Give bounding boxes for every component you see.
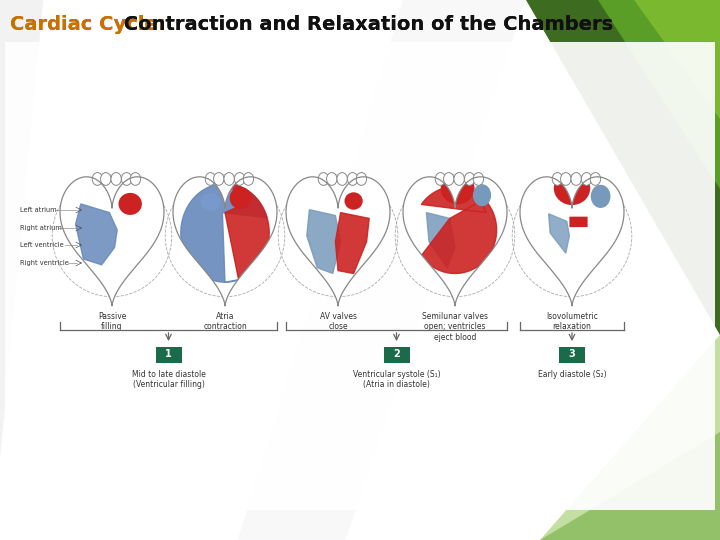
Ellipse shape bbox=[344, 192, 363, 210]
Polygon shape bbox=[181, 184, 267, 282]
Ellipse shape bbox=[337, 173, 347, 185]
Ellipse shape bbox=[235, 173, 245, 185]
Text: 2: 2 bbox=[393, 349, 400, 359]
Text: Semilunar valves
open; ventricles
eject blood: Semilunar valves open; ventricles eject … bbox=[422, 312, 488, 342]
Text: 3: 3 bbox=[569, 349, 575, 359]
Polygon shape bbox=[60, 177, 164, 306]
Ellipse shape bbox=[473, 184, 491, 206]
Ellipse shape bbox=[214, 173, 224, 185]
Text: Atria
contraction: Atria contraction bbox=[203, 312, 247, 332]
Text: Mid to late diastole
(Ventricular filling): Mid to late diastole (Ventricular fillin… bbox=[132, 370, 205, 389]
Ellipse shape bbox=[230, 187, 251, 209]
Polygon shape bbox=[173, 177, 277, 306]
Ellipse shape bbox=[205, 173, 216, 185]
Polygon shape bbox=[238, 0, 526, 540]
Text: Left atrium: Left atrium bbox=[20, 207, 57, 213]
Ellipse shape bbox=[581, 173, 592, 185]
PathPatch shape bbox=[286, 177, 390, 306]
Ellipse shape bbox=[318, 173, 328, 185]
Text: Contraction and Relaxation of the Chambers: Contraction and Relaxation of the Chambe… bbox=[117, 15, 613, 34]
PathPatch shape bbox=[403, 177, 507, 306]
Text: Contraction and Relaxation of the Chambers: Contraction and Relaxation of the Chambe… bbox=[117, 15, 613, 34]
Ellipse shape bbox=[347, 173, 358, 185]
FancyBboxPatch shape bbox=[384, 347, 410, 363]
Text: Ventricular systole (S₁)
(Atria in diastole): Ventricular systole (S₁) (Atria in diast… bbox=[353, 370, 441, 389]
Ellipse shape bbox=[590, 185, 611, 208]
Ellipse shape bbox=[201, 193, 220, 211]
Text: Passive
filling: Passive filling bbox=[98, 312, 126, 332]
Polygon shape bbox=[0, 0, 43, 459]
Polygon shape bbox=[336, 213, 369, 273]
Ellipse shape bbox=[444, 173, 454, 185]
Ellipse shape bbox=[224, 173, 235, 185]
Ellipse shape bbox=[130, 173, 140, 185]
Ellipse shape bbox=[111, 173, 122, 185]
Text: Left ventricle: Left ventricle bbox=[20, 242, 64, 248]
FancyBboxPatch shape bbox=[559, 347, 585, 363]
Ellipse shape bbox=[554, 171, 590, 205]
Ellipse shape bbox=[473, 173, 484, 185]
Ellipse shape bbox=[552, 173, 562, 185]
Polygon shape bbox=[549, 214, 570, 253]
Ellipse shape bbox=[571, 173, 581, 185]
PathPatch shape bbox=[60, 177, 164, 306]
Ellipse shape bbox=[441, 172, 474, 204]
Ellipse shape bbox=[327, 173, 337, 185]
Ellipse shape bbox=[561, 173, 571, 185]
Ellipse shape bbox=[590, 173, 600, 185]
Ellipse shape bbox=[464, 173, 474, 185]
Ellipse shape bbox=[454, 173, 464, 185]
Polygon shape bbox=[225, 184, 269, 280]
Polygon shape bbox=[598, 0, 720, 189]
Ellipse shape bbox=[101, 173, 111, 185]
Polygon shape bbox=[526, 0, 720, 335]
FancyBboxPatch shape bbox=[5, 42, 715, 510]
Ellipse shape bbox=[122, 173, 132, 185]
FancyBboxPatch shape bbox=[570, 217, 588, 227]
Polygon shape bbox=[426, 213, 455, 268]
Polygon shape bbox=[634, 0, 720, 119]
Ellipse shape bbox=[356, 173, 366, 185]
Text: Cardiac Cycle:: Cardiac Cycle: bbox=[10, 15, 166, 34]
Polygon shape bbox=[396, 335, 720, 540]
Text: 1: 1 bbox=[165, 349, 172, 359]
Ellipse shape bbox=[92, 173, 103, 185]
Text: Early diastole (S₂): Early diastole (S₂) bbox=[538, 370, 606, 379]
Polygon shape bbox=[540, 432, 720, 540]
Text: Isovolumetric
relaxation: Isovolumetric relaxation bbox=[546, 312, 598, 332]
Ellipse shape bbox=[119, 193, 142, 215]
Ellipse shape bbox=[243, 173, 253, 185]
Ellipse shape bbox=[435, 173, 446, 185]
Text: Cardiac Cycle:: Cardiac Cycle: bbox=[10, 15, 166, 34]
Polygon shape bbox=[307, 210, 341, 273]
Polygon shape bbox=[76, 204, 117, 265]
Polygon shape bbox=[286, 177, 390, 306]
Text: AV valves
close: AV valves close bbox=[320, 312, 356, 332]
Polygon shape bbox=[421, 186, 497, 273]
PathPatch shape bbox=[520, 177, 624, 306]
Text: Right atrium: Right atrium bbox=[20, 225, 62, 231]
Text: Right ventricle: Right ventricle bbox=[20, 260, 69, 266]
Polygon shape bbox=[520, 177, 624, 306]
Polygon shape bbox=[403, 177, 507, 306]
FancyBboxPatch shape bbox=[156, 347, 181, 363]
PathPatch shape bbox=[173, 177, 277, 306]
